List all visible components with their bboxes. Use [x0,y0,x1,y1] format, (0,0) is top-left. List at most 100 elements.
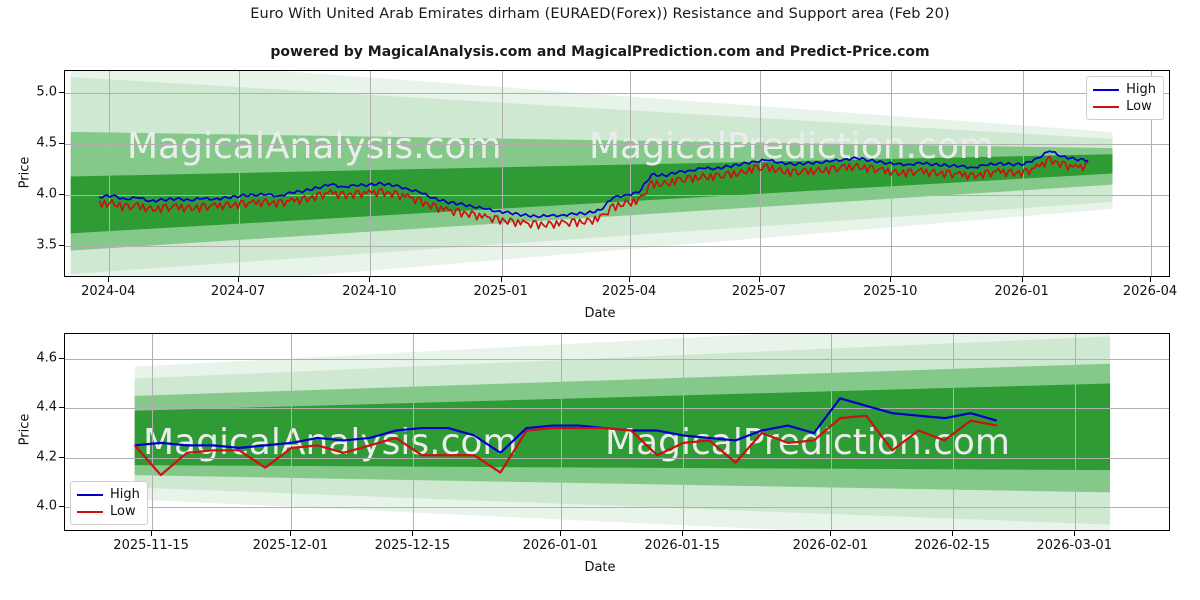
y-axis-tick-mark [59,143,64,145]
gridline-horizontal [65,93,1169,95]
gridline-horizontal [65,408,1169,410]
x-axis-tick-mark [758,277,760,282]
y-axis-tick-label: 4.2 [36,449,57,465]
legend-swatch-high [1093,88,1120,91]
gridline-vertical [1075,334,1077,530]
x-axis-tick-label: 2025-01 [473,284,528,299]
overview-legend: High Low [1086,76,1164,120]
gridline-vertical [291,334,293,530]
overview-y-axis-label: Price [17,156,33,189]
x-axis-tick-mark [1021,277,1023,282]
x-axis-tick-mark [369,277,371,282]
page-subtitle: powered by MagicalAnalysis.com and Magic… [270,44,930,60]
x-axis-tick-mark [1150,277,1152,282]
gridline-vertical [683,334,685,530]
legend-row-high: High [1093,81,1156,98]
gridline-horizontal [65,245,1169,247]
x-axis-tick-label: 2025-11-15 [113,538,189,553]
gridline-horizontal [65,358,1169,360]
y-axis-tick-label: 4.0 [36,186,57,202]
y-axis-tick-label: 3.5 [36,237,57,253]
zoom-plot-frame: MagicalAnalysis.com MagicalPrediction.com [64,333,1170,531]
x-axis-tick-mark [629,277,631,282]
gridline-vertical [370,71,372,276]
gridline-vertical [630,71,632,276]
x-axis-tick-mark [151,531,153,536]
zoom-x-axis-label: Date [584,560,616,575]
series-line-low [133,414,998,477]
y-axis-tick-label: 4.0 [36,498,57,514]
y-axis-tick-label: 4.6 [36,350,57,366]
x-axis-tick-label: 2025-07 [731,284,787,299]
gridline-vertical [239,71,241,276]
series-line-high [134,397,998,454]
x-axis-tick-label: 2025-04 [601,284,657,299]
legend-label-high: High [110,487,140,502]
y-axis-tick-label: 4.4 [36,399,57,415]
zoom-chart-panel: MagicalAnalysis.com MagicalPrediction.com… [36,333,1170,553]
x-axis-tick-label: 2026-03-01 [1036,538,1112,553]
overview-plot-frame: MagicalAnalysis.com MagicalPrediction.com… [64,70,1170,277]
gridline-vertical [759,71,761,276]
y-axis-tick-mark [59,506,64,508]
x-axis-tick-label: 2026-01 [994,284,1049,299]
zoom-legend: High Low [70,481,148,525]
gridline-vertical [1151,71,1153,276]
x-axis-tick-mark [952,531,954,536]
gridline-vertical [152,334,154,530]
x-axis-tick-label: 2024-07 [210,284,266,299]
legend-swatch-low [77,510,103,513]
zoom-plot-area: MagicalAnalysis.com MagicalPrediction.com [65,334,1169,530]
x-axis-tick-label: 2025-10 [863,284,918,299]
y-axis-tick-mark [59,193,64,195]
x-axis-tick-mark [830,531,832,536]
legend-swatch-low [1093,105,1120,108]
x-axis-tick-mark [108,277,110,282]
x-axis-tick-mark [290,531,292,536]
series-line-high [98,150,1089,219]
overview-plot-area: MagicalAnalysis.com MagicalPrediction.com… [65,71,1169,276]
y-axis-tick-mark [59,407,64,409]
x-axis-tick-label: 2026-02-01 [792,538,869,553]
gridline-vertical [501,71,503,276]
gridline-vertical [953,334,955,530]
legend-label-high: High [1126,82,1156,97]
overview-x-axis-label: Date [584,306,616,321]
x-axis-tick-mark [682,531,684,536]
gridline-vertical [413,334,415,530]
x-axis-tick-mark [890,277,892,282]
gridline-vertical [561,334,563,530]
page-title: Euro With United Arab Emirates dirham (E… [250,6,950,22]
overview-chart-panel: MagicalAnalysis.com MagicalPrediction.com… [36,70,1177,299]
gridline-vertical [831,334,833,530]
x-axis-tick-mark [238,277,240,282]
x-axis-tick-mark [1074,531,1076,536]
x-axis-tick-mark [412,531,414,536]
x-axis-tick-label: 2026-02-15 [914,538,991,553]
legend-row-high: High [77,486,140,503]
x-axis-tick-label: 2026-01-01 [522,538,599,553]
zoom-y-axis-label: Price [17,413,33,446]
legend-swatch-high [77,493,103,496]
y-axis-tick-mark [59,92,64,94]
x-axis-tick-mark [560,531,562,536]
y-axis-tick-mark [59,244,64,246]
x-axis-tick-mark [500,277,502,282]
x-axis-tick-label: 2025-12-15 [374,538,451,553]
gridline-vertical [109,71,111,276]
gridline-horizontal [65,144,1169,146]
y-axis-tick-mark [59,456,64,458]
y-axis-tick-label: 4.5 [36,135,57,151]
gridline-horizontal [65,457,1169,459]
legend-label-low: Low [1126,99,1152,114]
x-axis-tick-label: 2026-04 [1122,284,1178,299]
legend-row-low: Low [77,503,140,520]
x-axis-tick-label: 2024-10 [342,284,397,299]
series-line-low [98,155,1089,230]
x-axis-tick-label: 2025-12-01 [252,538,329,553]
y-axis-tick-mark [59,357,64,359]
legend-row-low: Low [1093,98,1156,115]
x-axis-tick-label: 2024-04 [81,284,136,299]
gridline-horizontal [65,507,1169,509]
